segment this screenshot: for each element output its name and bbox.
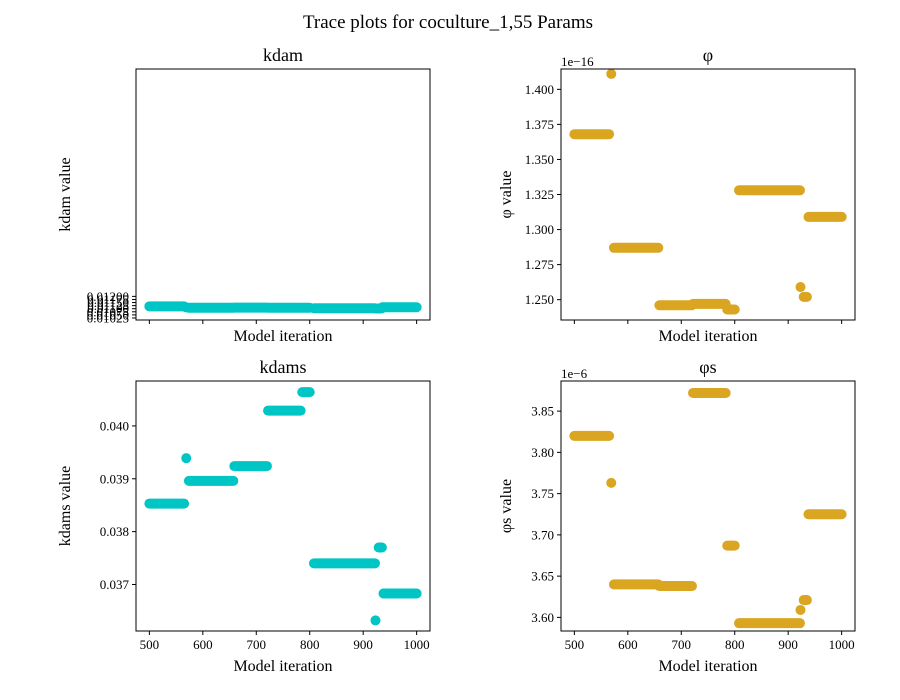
kdam-ytick-label-0: 0.01025: [87, 310, 129, 325]
kdam-ytick-label-4: 0.01125: [87, 298, 129, 313]
phis-xtick-label-1: 600: [618, 637, 638, 652]
kdam-title: kdam: [263, 45, 303, 65]
subplot-grid: 0.010250.010500.010750.011000.011250.011…: [57, 45, 856, 675]
phis-xtick-label-2: 700: [672, 637, 692, 652]
kdam-ytick-label-3: 0.01100: [87, 301, 129, 316]
phi-ytick-label-1: 1.275: [525, 257, 554, 272]
phi-ytick-label-6: 1.400: [525, 82, 554, 97]
phi-ytick-label-3: 1.325: [525, 187, 554, 202]
kdam-ylabel: kdam value: [57, 157, 74, 231]
subplot-phi: 1.250 1.275 1.300 1.325 1.350 1.375 1.400 φ Mode…: [498, 45, 856, 345]
phi-ytick-label-0: 1.250: [525, 292, 554, 307]
subplot-kdam: 0.010250.010500.010750.011000.011250.011…: [57, 45, 431, 345]
phi-ytick-label-5: 1.375: [525, 117, 554, 132]
phis-xtick-label-3: 800: [725, 637, 745, 652]
phi-xlabel: Model iteration: [658, 328, 757, 345]
phis-ylabel: φs value: [498, 479, 515, 533]
phis-ytick-label-4: 3.80: [531, 445, 554, 460]
kdam-xlabel: Model iteration: [233, 328, 332, 345]
phis-ytick-label-0: 3.60: [531, 610, 554, 625]
kdams-ytick-label-3: 0.040: [100, 418, 129, 433]
phis-ytick-label-5: 3.85: [531, 404, 554, 419]
kdams-ytick-label-1: 0.038: [100, 524, 129, 539]
kdams-xtick-label-1: 600: [193, 637, 213, 652]
kdams-ytick-label-0: 0.037: [100, 577, 130, 592]
phis-ytick-label-2: 3.70: [531, 527, 554, 542]
figure-title: Trace plots for coculture_1,55 Params: [303, 12, 593, 33]
phi-ylabel: φ value: [498, 171, 515, 219]
kdams-ytick-label-2: 0.039: [100, 471, 129, 486]
phis-xtick-label-5: 1000: [829, 637, 855, 652]
phis-xtick-label-4: 900: [778, 637, 798, 652]
phi-ytick-label-4: 1.350: [525, 152, 554, 167]
kdam-axes-frame: [135, 68, 431, 321]
kdam-ytick-label-6: 0.01175: [87, 292, 129, 307]
kdams-xtick-label-4: 900: [353, 637, 373, 652]
phi-title: φ: [703, 45, 713, 65]
phis-offset-text: 1e−6: [561, 366, 588, 381]
kdams-xtick-label-3: 800: [300, 637, 320, 652]
phis-xlabel: Model iteration: [658, 658, 757, 675]
phi-ytick-label-2: 1.300: [525, 222, 554, 237]
kdams-xtick-label-5: 1000: [404, 637, 430, 652]
phis-ytick-label-3: 3.75: [531, 486, 554, 501]
phis-ytick-label-1: 3.65: [531, 569, 554, 584]
phi-axes-frame: [560, 68, 856, 321]
kdams-ylabel: kdams value: [57, 466, 74, 546]
kdams-xlabel: Model iteration: [233, 658, 332, 675]
phis-title: φs: [699, 357, 716, 377]
subplot-kdams: 500 600 700 800 900 1000 0.037 0.038 0.039 0.040 k…: [57, 357, 431, 675]
kdam-ytick-label-5: 0.01150: [87, 295, 129, 310]
kdam-ytick-label-7: 0.01200: [87, 289, 129, 304]
kdams-title: kdams: [260, 357, 307, 377]
phis-axes-frame: [560, 380, 856, 632]
subplot-phis: 500 600 700 800 900 1000 3.60 3.65 3.70 3.75 3.80 3…: [498, 357, 856, 675]
phi-offset-text: 1e−16: [561, 54, 594, 69]
kdam-ytick-label-2: 0.01075: [87, 304, 129, 319]
kdams-axes-frame: [135, 380, 431, 632]
kdam-ytick-label-1: 0.01050: [87, 307, 129, 322]
kdams-xtick-label-2: 700: [247, 637, 267, 652]
phis-xtick-label-0: 500: [565, 637, 585, 652]
kdams-xtick-label-0: 500: [140, 637, 160, 652]
